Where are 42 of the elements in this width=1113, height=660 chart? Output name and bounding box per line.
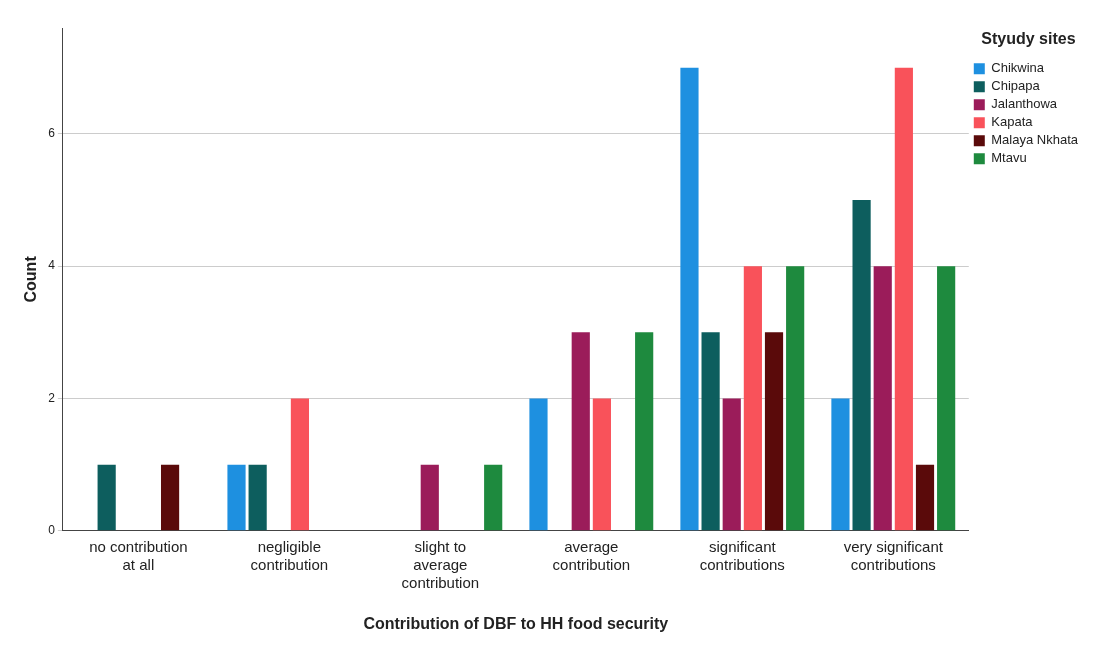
bar <box>529 398 548 531</box>
y-axis-title: Count <box>22 255 40 303</box>
bar <box>743 266 762 531</box>
bar <box>894 67 913 531</box>
bar <box>915 464 935 531</box>
bar <box>420 464 439 531</box>
y-tick-label: 2 <box>48 390 56 405</box>
y-tick-label: 6 <box>48 126 56 141</box>
bar <box>290 398 310 531</box>
bar <box>722 398 741 531</box>
x-tick-label: very significant contributions <box>843 537 944 573</box>
bar <box>764 332 784 531</box>
x-tick-label: average contribution <box>552 537 631 573</box>
x-axis-title: Contribution of DBF to HH food security <box>363 614 669 632</box>
bar <box>484 464 503 531</box>
legend-label: Chipapa <box>991 78 1041 94</box>
bar <box>852 200 871 531</box>
bar <box>701 332 720 531</box>
legend-label: Kapata <box>991 114 1034 130</box>
bar <box>97 464 116 531</box>
legend-label: Malaya Nkhata <box>991 132 1079 148</box>
y-tick-label: 4 <box>48 258 56 273</box>
legend-title: Styudy sites <box>981 30 1076 48</box>
bar <box>592 398 611 531</box>
bar <box>248 464 267 531</box>
bar <box>680 67 699 531</box>
bar <box>786 266 805 531</box>
bar <box>873 266 892 531</box>
legend-label: Mtavu <box>991 150 1027 166</box>
bar <box>831 398 850 531</box>
legend-label: Jalanthowa <box>991 96 1058 112</box>
x-tick-label: no contribution at all <box>89 537 188 573</box>
bar <box>937 266 956 531</box>
x-tick-label: slight to average contribution <box>401 537 480 591</box>
bar <box>571 332 590 531</box>
bar <box>227 464 246 531</box>
bar <box>160 464 180 531</box>
legend-label: Chikwina <box>991 60 1045 76</box>
y-tick-label: 0 <box>48 523 56 538</box>
x-tick-label: negligible contribution <box>250 537 329 573</box>
x-tick-label: significant contributions <box>699 537 785 573</box>
bar <box>635 332 654 531</box>
